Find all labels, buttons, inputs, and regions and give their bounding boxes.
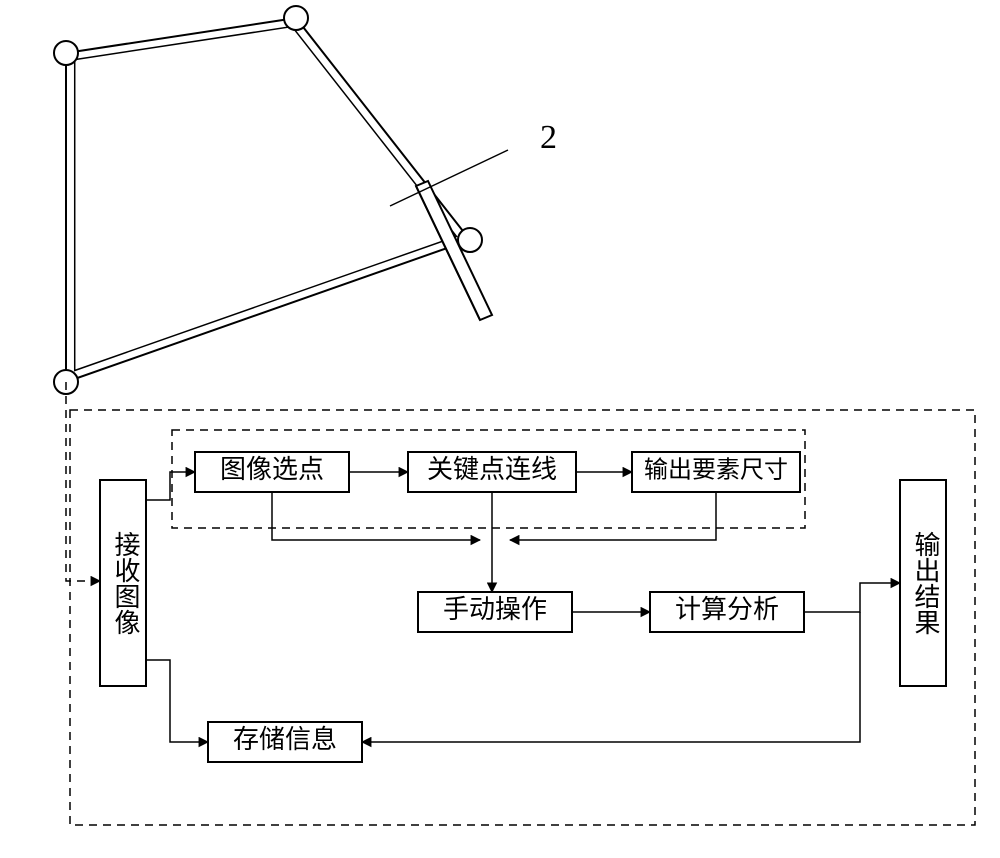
node-result-label: 输出结果: [911, 531, 940, 635]
flow-nodes: 接收图像 图像选点 关键点连线 输出要素尺寸手动操作 计算分析存储信息 输出结果: [100, 452, 946, 762]
node-out: 输出要素尺寸: [632, 452, 800, 492]
tablet-corner: [284, 6, 308, 30]
flow-edges: [66, 382, 900, 742]
node-recv-label: 接收图像: [111, 531, 140, 635]
edge-out-merge: [510, 492, 716, 540]
node-result: 输出结果: [900, 480, 946, 686]
diagram-canvas: 接收图像 图像选点 关键点连线 输出要素尺寸手动操作 计算分析存储信息 输出结果 2: [0, 0, 1000, 858]
node-manual-label: 手动操作: [443, 595, 547, 624]
tablet-body: [66, 18, 470, 382]
node-calc-label: 计算分析: [675, 595, 779, 624]
node-store: 存储信息: [208, 722, 362, 762]
tablet-device: [54, 6, 492, 394]
edge-tablet-recv: [66, 382, 100, 581]
node-out-label: 输出要素尺寸: [644, 457, 788, 484]
edge-calc-result: [804, 583, 900, 612]
node-calc: 计算分析: [650, 592, 804, 632]
node-manual: 手动操作: [418, 592, 572, 632]
node-recv: 接收图像: [100, 480, 146, 686]
callout-label: 2: [540, 119, 557, 156]
node-key: 关键点连线: [408, 452, 576, 492]
tablet-corner: [54, 41, 78, 65]
edge-sel-merge: [272, 492, 480, 540]
edge-recv-sel: [146, 472, 195, 500]
edge-recv-store: [146, 660, 208, 742]
node-key-label: 关键点连线: [427, 455, 557, 484]
node-store-label: 存储信息: [233, 725, 337, 754]
node-sel: 图像选点: [195, 452, 349, 492]
node-sel-label: 图像选点: [220, 455, 324, 484]
tablet-corner: [458, 228, 482, 252]
